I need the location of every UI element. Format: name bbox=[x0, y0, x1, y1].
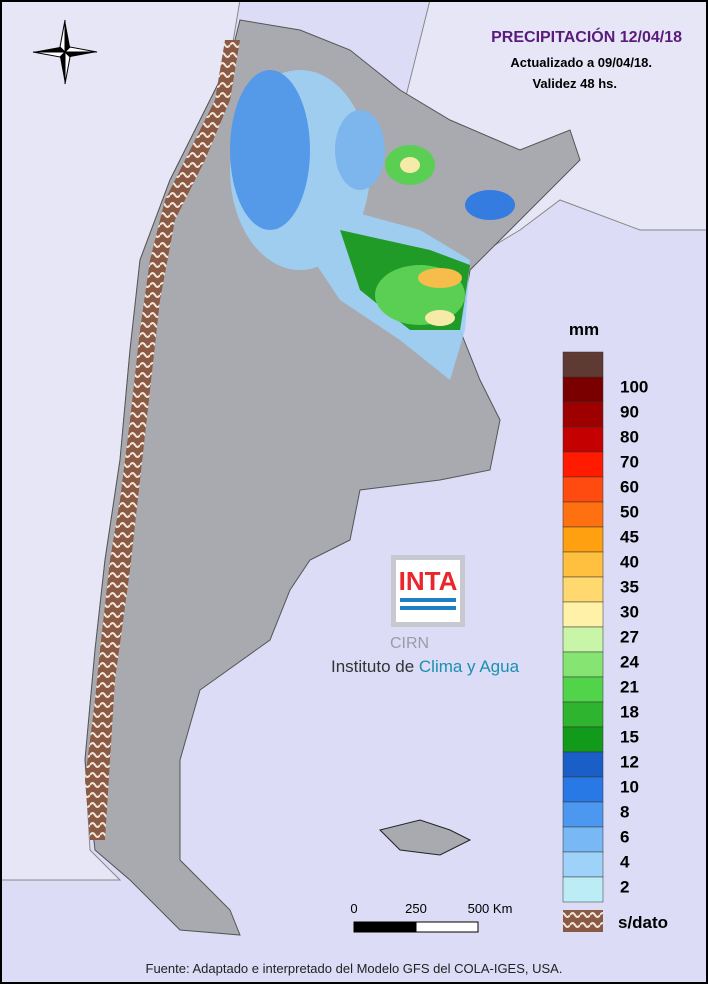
no-data-label: s/dato bbox=[618, 913, 668, 932]
scale-label: 250 bbox=[405, 901, 427, 916]
legend-swatch bbox=[562, 826, 604, 853]
legend-swatch bbox=[562, 551, 604, 578]
legend-label: 50 bbox=[620, 502, 639, 521]
logo-institute: Instituto de Clima y Agua bbox=[331, 657, 520, 676]
legend-label: 100 bbox=[620, 377, 648, 396]
legend-swatch bbox=[562, 701, 604, 728]
legend-label: 80 bbox=[620, 427, 639, 446]
legend-swatch bbox=[562, 576, 604, 603]
legend-label: 10 bbox=[620, 777, 639, 796]
logo-stripe bbox=[400, 598, 456, 602]
legend-swatch bbox=[562, 876, 604, 903]
legend-label: 21 bbox=[620, 677, 639, 696]
logo-stripe bbox=[400, 606, 456, 610]
logo-box bbox=[396, 560, 460, 622]
legend-label: 6 bbox=[620, 827, 629, 846]
islands bbox=[379, 819, 472, 856]
legend-swatch bbox=[562, 476, 604, 503]
no-data-swatch bbox=[563, 910, 603, 932]
legend-label: 12 bbox=[620, 752, 639, 771]
institute-text: Instituto de bbox=[331, 657, 419, 676]
legend: 100 90 80 70 60 50 45 40 35 30 27 24 21 18 15 12 10 8 6 4 2 bbox=[562, 351, 648, 903]
legend-swatch bbox=[562, 426, 604, 453]
argentina bbox=[84, 19, 581, 936]
legend-label: 35 bbox=[620, 577, 639, 596]
legend-swatch bbox=[562, 851, 604, 878]
legend-swatch bbox=[562, 351, 604, 378]
legend-swatch bbox=[562, 601, 604, 628]
legend-label: 45 bbox=[620, 527, 639, 546]
legend-swatch bbox=[562, 626, 604, 653]
legend-label: 4 bbox=[620, 852, 630, 871]
legend-swatch bbox=[562, 526, 604, 553]
legend-label: 30 bbox=[620, 602, 639, 621]
institute-highlight: Clima y Agua bbox=[419, 657, 520, 676]
legend-label: 90 bbox=[620, 402, 639, 421]
legend-swatch bbox=[562, 776, 604, 803]
legend-swatch bbox=[562, 376, 604, 403]
legend-label: 60 bbox=[620, 477, 639, 496]
legend-swatch bbox=[562, 801, 604, 828]
scale-label: 500 Km bbox=[468, 901, 513, 916]
legend-swatch bbox=[562, 451, 604, 478]
legend-label: 15 bbox=[620, 727, 639, 746]
legend-swatch bbox=[562, 751, 604, 778]
legend-label: 8 bbox=[620, 802, 629, 821]
legend-label: 70 bbox=[620, 452, 639, 471]
legend-swatch bbox=[562, 401, 604, 428]
legend-label: 2 bbox=[620, 877, 629, 896]
no-data-strip bbox=[85, 40, 240, 840]
updated: Actualizado a 09/04/18. bbox=[510, 55, 652, 70]
legend-label: 24 bbox=[620, 652, 639, 671]
footer: Fuente: Adaptado e interpretado del Mode… bbox=[146, 961, 563, 976]
scale-bar bbox=[353, 921, 417, 933]
legend-swatch bbox=[562, 726, 604, 753]
legend-swatch bbox=[562, 676, 604, 703]
validity: Validez 48 hs. bbox=[532, 76, 617, 91]
legend-label: 27 bbox=[620, 627, 639, 646]
title: PRECIPITACIÓN 12/04/18 bbox=[491, 27, 682, 46]
legend-unit: mm bbox=[569, 320, 599, 339]
precipitation bbox=[230, 70, 515, 380]
legend-swatch bbox=[562, 651, 604, 678]
logo-unit: CIRN bbox=[390, 635, 429, 652]
legend-label: 18 bbox=[620, 702, 639, 721]
scale-label: 0 bbox=[350, 901, 357, 916]
compass bbox=[32, 19, 98, 85]
logo-brand: INTA bbox=[399, 566, 458, 596]
scale-bar bbox=[415, 921, 479, 933]
legend-label: 40 bbox=[620, 552, 639, 571]
legend-swatch bbox=[562, 501, 604, 528]
